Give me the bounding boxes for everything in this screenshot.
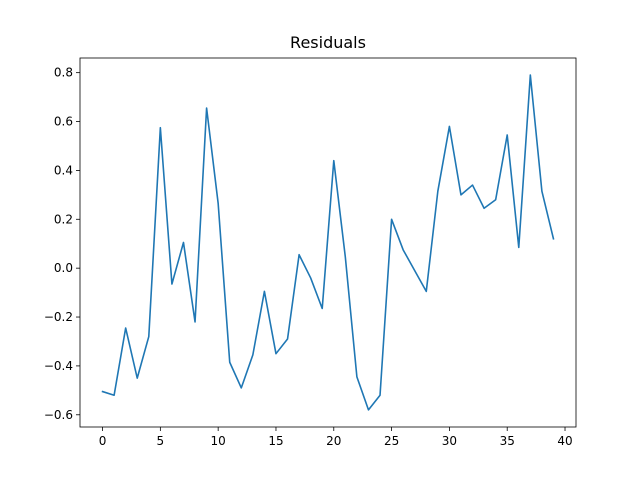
y-tick-label: 0.6 <box>54 115 73 129</box>
residuals-series-line <box>101 74 555 411</box>
y-axis: −0.6 −0.4 −0.2 0.0 0.2 0.4 0.6 0.8 <box>44 66 80 422</box>
axes-frame <box>79 57 577 428</box>
y-tick-label: 0.8 <box>54 66 73 80</box>
x-tick-label: 10 <box>211 434 226 448</box>
y-tick-label: 0.4 <box>54 163 73 177</box>
x-tick-label: 15 <box>268 434 283 448</box>
x-axis: 0 5 10 15 20 25 30 35 40 <box>99 427 573 448</box>
y-tick-label: −0.2 <box>44 310 73 324</box>
x-tick-label: 20 <box>326 434 341 448</box>
x-tick-label: 5 <box>157 434 165 448</box>
chart-title: Residuals <box>290 33 366 52</box>
y-tick-label: 0.0 <box>54 261 73 275</box>
x-tick-label: 35 <box>500 434 515 448</box>
x-tick-label: 0 <box>99 434 107 448</box>
y-tick-label: 0.2 <box>54 212 73 226</box>
y-tick-label: −0.4 <box>44 359 73 373</box>
x-tick-label: 30 <box>442 434 457 448</box>
plot-area <box>101 74 555 411</box>
x-tick-label: 40 <box>557 434 572 448</box>
x-tick-label: 25 <box>384 434 399 448</box>
y-tick-label: −0.6 <box>44 408 73 422</box>
